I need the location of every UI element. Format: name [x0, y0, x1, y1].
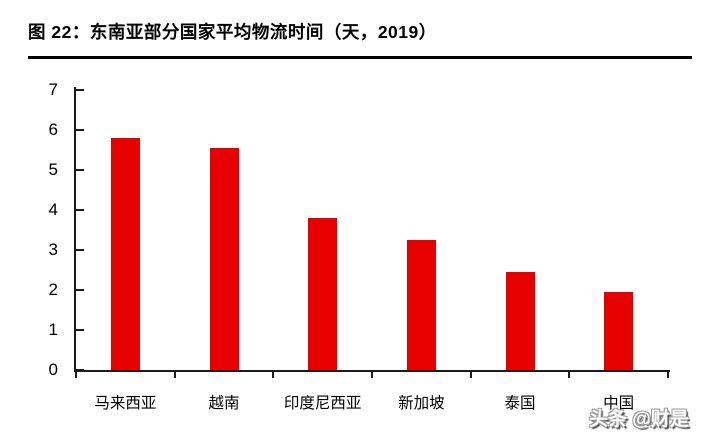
- y-axis-tick-label: 4: [48, 200, 58, 219]
- figure-title: 图 22：东南亚部分国家平均物流时间（天，2019）: [28, 22, 437, 42]
- x-axis-tick: [469, 370, 472, 378]
- y-axis-tick-label: 5: [48, 160, 58, 179]
- title-divider: [28, 56, 692, 59]
- y-axis-tick-label: 7: [48, 80, 58, 99]
- y-axis-tick: [76, 129, 84, 131]
- bar-新加坡: [406, 240, 436, 370]
- bar-马来西亚: [110, 138, 140, 370]
- x-axis-category-label: 马来西亚: [94, 395, 157, 412]
- bar-中国: [604, 292, 634, 370]
- y-axis-tick: [76, 169, 84, 171]
- x-axis-tick: [75, 370, 77, 378]
- x-axis-tick: [272, 370, 275, 378]
- bar-印度尼西亚: [308, 218, 338, 370]
- y-axis-tick-label: 1: [48, 320, 58, 339]
- bar-泰国: [505, 272, 535, 370]
- watermark: 头条 @财是: [589, 409, 689, 430]
- x-axis-category-label: 泰国: [504, 395, 536, 412]
- y-axis-tick-label: 6: [48, 120, 58, 139]
- y-axis-tick: [76, 209, 84, 211]
- x-axis-category-label: 印度尼西亚: [283, 395, 362, 412]
- bar-越南: [209, 148, 239, 370]
- x-axis-tick: [568, 370, 571, 378]
- x-axis-tick: [173, 370, 176, 378]
- y-axis-tick: [76, 289, 84, 291]
- x-axis-tick: [667, 370, 669, 378]
- y-axis-tick-label: 0: [48, 360, 58, 379]
- x-axis-category-label: 新加坡: [398, 395, 445, 412]
- x-axis-tick: [371, 370, 373, 378]
- y-axis-tick-label: 3: [48, 240, 58, 259]
- y-axis-tick: [76, 329, 84, 331]
- x-axis-category-label: 中国: [603, 395, 635, 412]
- y-axis-tick: [76, 369, 84, 371]
- y-axis-tick: [76, 249, 84, 251]
- y-axis-tick-label: 2: [48, 280, 58, 299]
- x-axis-category-label: 越南: [208, 395, 240, 412]
- y-axis-tick: [76, 89, 84, 91]
- y-axis-line: [74, 87, 76, 372]
